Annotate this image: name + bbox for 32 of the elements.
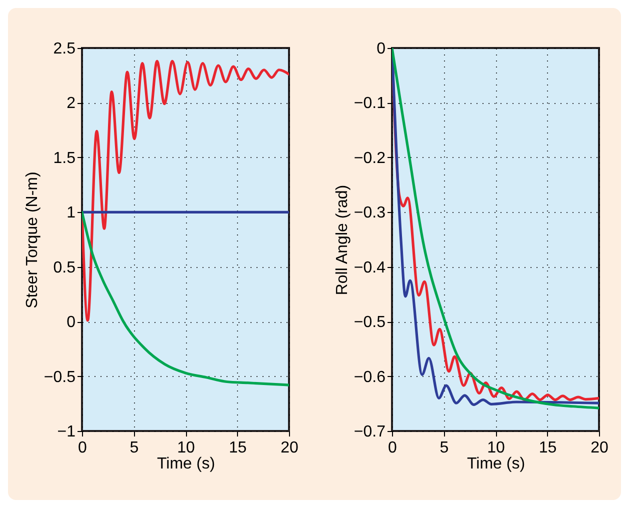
y-tick-label: −0.3 xyxy=(354,204,386,222)
x-tick-label: 0 xyxy=(388,440,398,456)
y-tick-label: 2 xyxy=(66,95,76,112)
y-tick-label: 2.5 xyxy=(53,40,76,58)
y-tick-label: −0.4 xyxy=(354,259,386,276)
y-axis-title: Steer Torque (N-m) xyxy=(24,172,41,308)
x-tick-label: 20 xyxy=(280,440,298,456)
y-tick-label: 1.5 xyxy=(53,150,76,167)
x-tick-label: 5 xyxy=(440,440,449,456)
y-tick-label: −0.5 xyxy=(354,314,386,332)
y-axis-title: Roll Angle (rad) xyxy=(334,184,351,296)
y-tick-label: −0.7 xyxy=(354,424,386,440)
x-tick-label: 10 xyxy=(487,440,505,456)
x-tick-label: 15 xyxy=(228,440,247,456)
x-tick-label: 10 xyxy=(177,440,195,456)
x-axis-title: Time (s) xyxy=(466,456,526,472)
line-series xyxy=(82,210,289,386)
x-tick-label: 20 xyxy=(590,440,608,456)
y-tick-label: 1 xyxy=(66,204,76,222)
line-series xyxy=(82,60,289,322)
y-tick-label: −0.6 xyxy=(354,368,386,386)
x-tick-label: 15 xyxy=(538,440,557,456)
y-tick-label: 0.5 xyxy=(53,259,76,276)
y-tick-label: 0 xyxy=(376,40,386,58)
y-tick-label: −0.2 xyxy=(354,150,386,167)
y-tick-label: −0.5 xyxy=(44,368,76,386)
x-tick-label: 0 xyxy=(78,440,88,456)
x-tick-label: 5 xyxy=(130,440,139,456)
y-tick-label: 0 xyxy=(66,314,76,332)
y-tick-label: −1 xyxy=(57,424,76,440)
y-tick-label: −0.1 xyxy=(354,95,386,112)
x-axis-title: Time (s) xyxy=(156,456,216,472)
